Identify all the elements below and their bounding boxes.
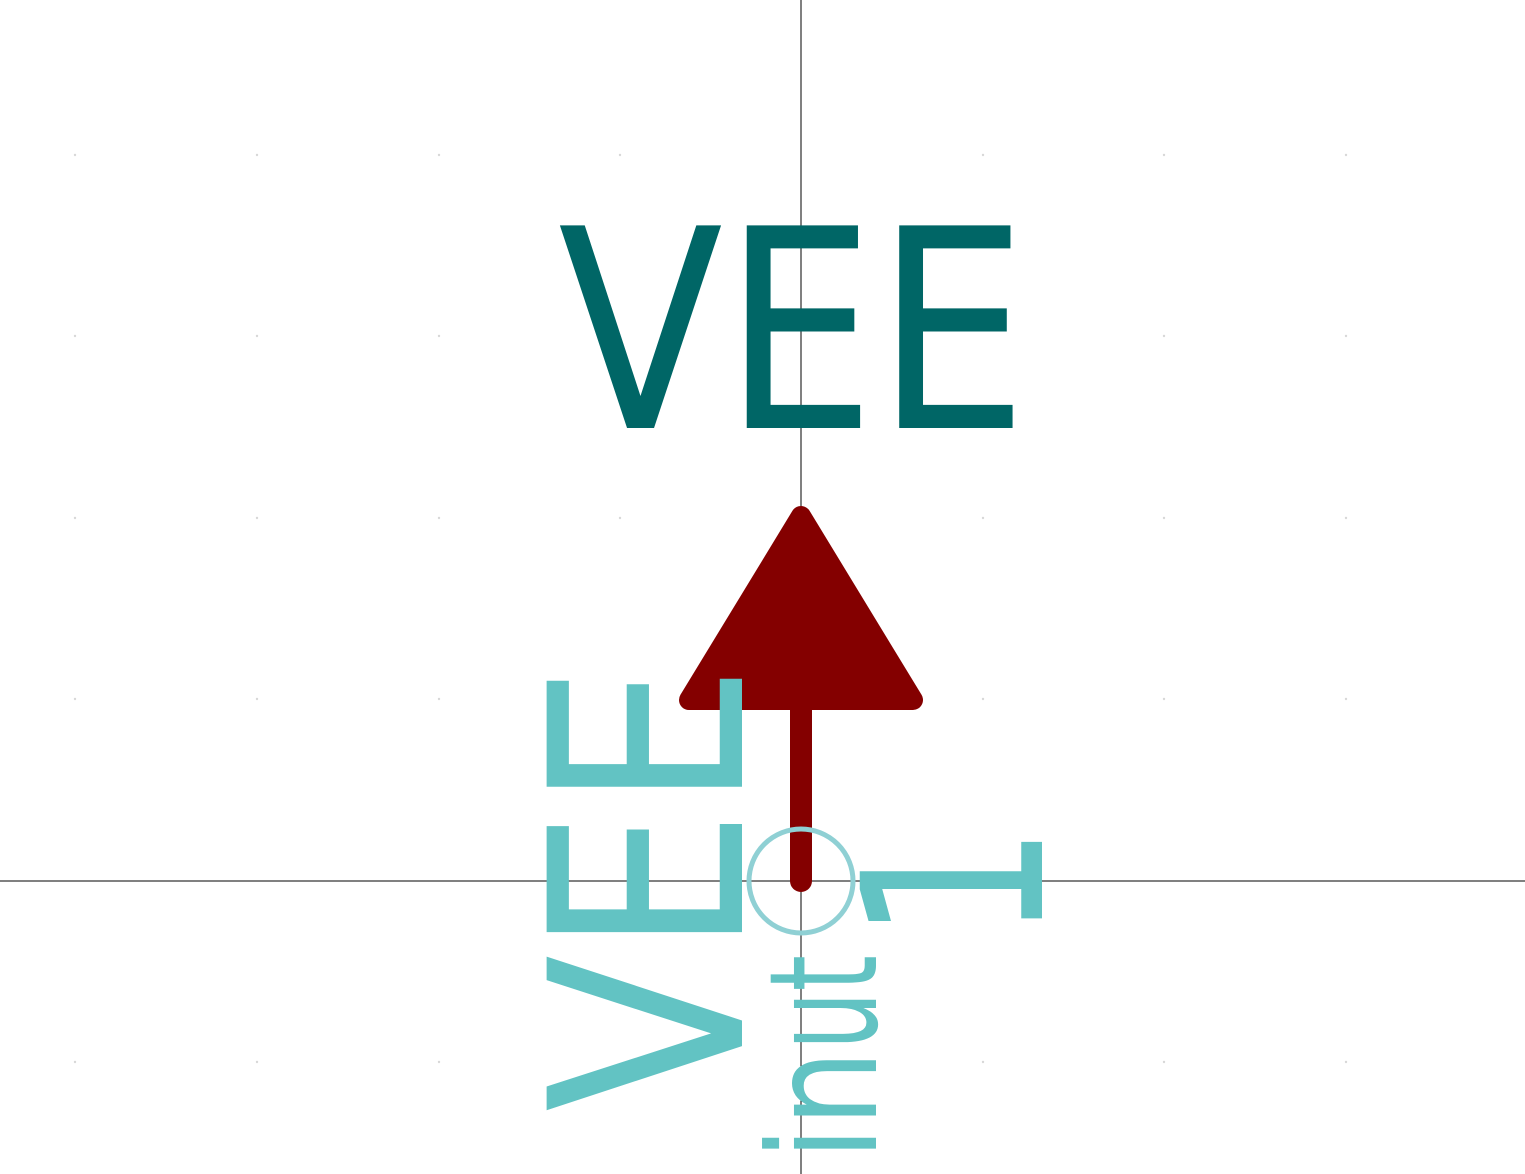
pin-type-suffix-label: ut (738, 955, 912, 1050)
pin-connection-circle[interactable] (746, 826, 856, 936)
pin-number-label: 1 (810, 825, 1101, 941)
value-label: VEE (558, 170, 1028, 494)
pin-name-label: VEE (494, 664, 806, 1112)
grid-dots (73, 153, 1348, 1064)
pin-type-label: in (738, 1050, 912, 1160)
